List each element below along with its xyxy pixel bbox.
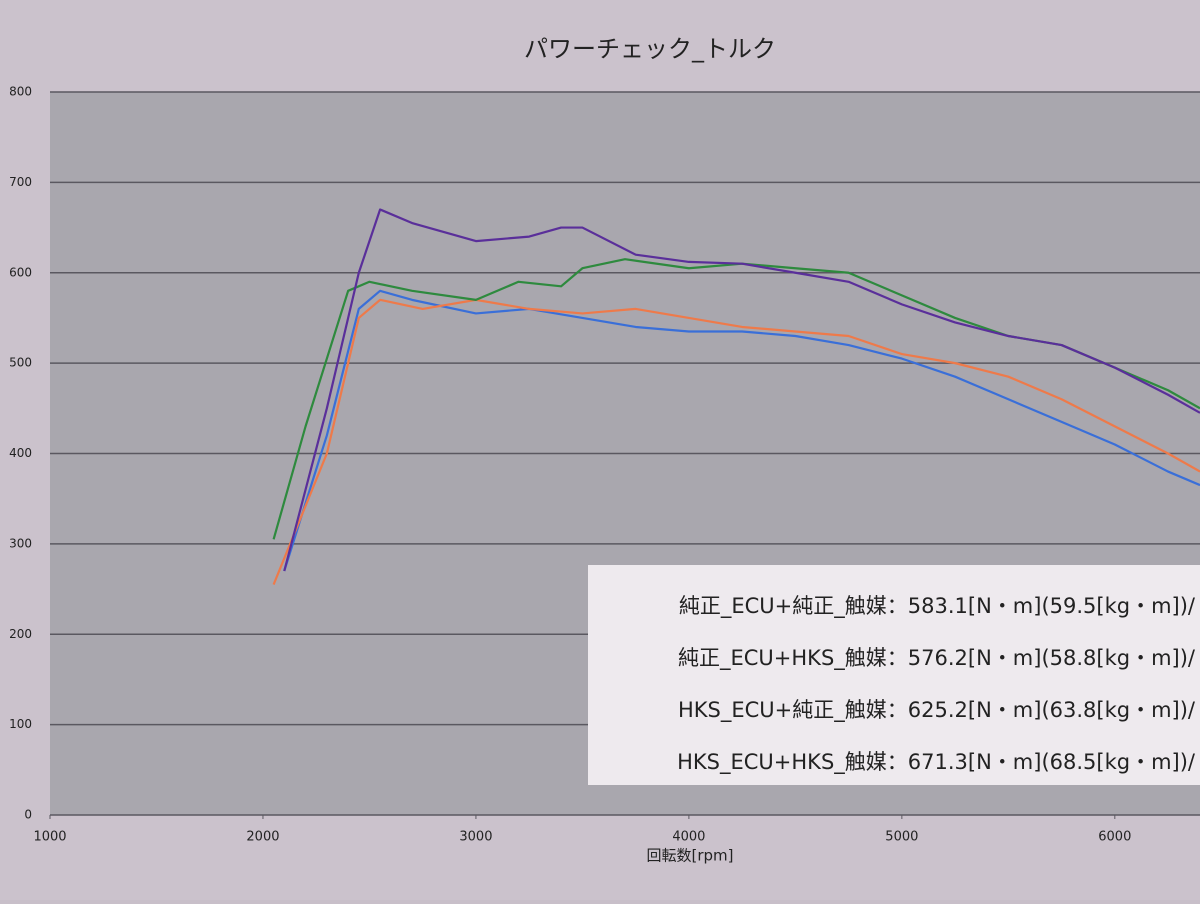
- legend-box: [588, 565, 1200, 785]
- x-tick-label: 4000: [672, 830, 705, 845]
- y-tick-label: 600: [9, 265, 32, 279]
- y-tick-label: 100: [9, 717, 32, 731]
- x-tick-label: 2000: [246, 830, 279, 845]
- legend: 純正_ECU+純正_触媒：583.1[N・m](59.5[kg・m])/ 純正_E…: [677, 594, 1196, 775]
- chart-title: パワーチェック_トルク: [524, 35, 776, 63]
- y-tick-label: 700: [9, 175, 32, 189]
- y-tick-label: 500: [9, 356, 32, 370]
- y-tick-label: 400: [9, 446, 32, 460]
- x-tick-label: 3000: [459, 830, 492, 845]
- series-line: [272, 298, 1200, 585]
- series-line: [283, 208, 1200, 572]
- legend-entry: 純正_ECU+純正_触媒：583.1[N・m](59.5[kg・m])/: [679, 594, 1196, 619]
- y-tick-label: 0: [24, 808, 32, 822]
- x-tick-label: 6000: [1098, 830, 1131, 845]
- legend-entry: 純正_ECU+HKS_触媒：576.2[N・m](58.8[kg・m])/: [678, 646, 1196, 671]
- y-tick-label: 300: [9, 536, 32, 550]
- x-axis-label: 回転数[rpm]: [646, 847, 733, 865]
- legend-entry: HKS_ECU+HKS_触媒：671.3[N・m](68.5[kg・m])/: [677, 750, 1196, 775]
- x-tick-label: 1000: [33, 830, 66, 845]
- y-tick-label: 800: [9, 85, 32, 99]
- lines: [272, 208, 1200, 585]
- grid: 0 100 200 300 400 500 600 700 800 1000 2000 3000 400…: [9, 85, 1200, 845]
- legend-entry: HKS_ECU+純正_触媒：625.2[N・m](63.8[kg・m])/: [678, 698, 1196, 723]
- x-tick-label: 5000: [885, 830, 918, 845]
- series-line: [283, 289, 1200, 572]
- y-tick-label: 200: [9, 627, 32, 641]
